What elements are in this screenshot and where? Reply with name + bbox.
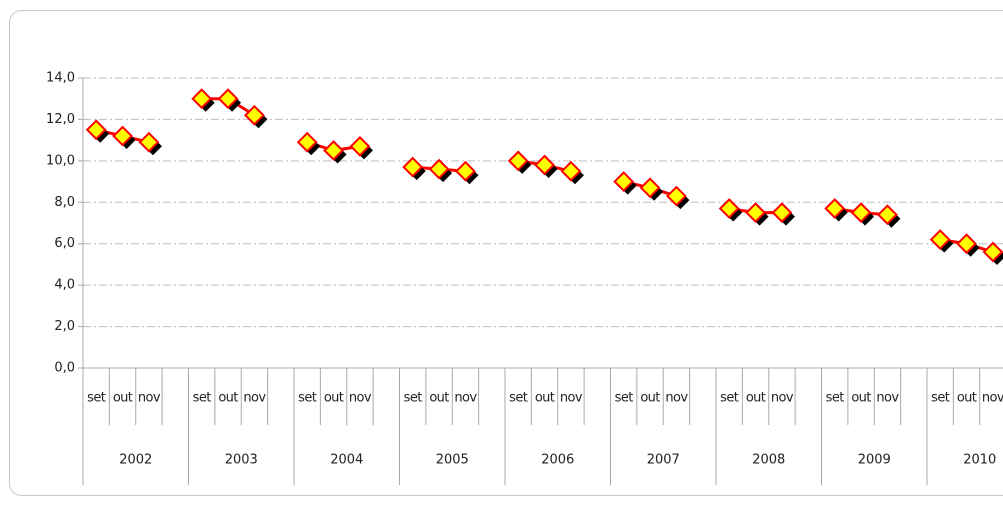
x-tick-label: nov [876, 391, 899, 406]
x-tick-label: nov [771, 391, 794, 406]
marker [745, 202, 766, 224]
x-tick-label: set [509, 391, 528, 406]
marker [402, 156, 424, 178]
marker [217, 88, 239, 110]
marker [138, 131, 160, 153]
marker [507, 150, 529, 172]
x-tick-label: nov [560, 391, 583, 406]
x-tick-label: out [851, 391, 871, 406]
marker [613, 171, 635, 192]
x-tick-label: out [957, 391, 977, 406]
marker [639, 177, 661, 199]
group-label: 2006 [541, 453, 574, 468]
x-tick-label: nov [454, 391, 477, 406]
y-tick-label: 0,0 [54, 361, 75, 376]
x-tick-label: nov [243, 391, 266, 406]
marker [296, 131, 318, 153]
marker [428, 158, 450, 180]
marker [850, 202, 872, 224]
x-tick-label: nov [665, 391, 688, 406]
x-tick-label: out [324, 391, 344, 406]
marker [560, 160, 582, 182]
x-tick-label: set [720, 391, 739, 406]
x-tick-label: set [615, 391, 634, 406]
x-tick-label: set [193, 391, 212, 406]
chart-frame [9, 10, 1003, 496]
x-tick-label: out [113, 391, 133, 406]
group-label: 2009 [858, 453, 891, 468]
group-label: 2007 [647, 453, 680, 468]
marker [666, 185, 687, 207]
marker [824, 198, 846, 219]
group-label: 2002 [119, 453, 152, 468]
y-tick-label: 6,0 [54, 236, 75, 251]
x-tick-label: set [298, 391, 317, 406]
marker [534, 154, 555, 176]
x-tick-label: out [429, 391, 449, 406]
marker [929, 229, 951, 250]
marker [718, 198, 740, 219]
x-tick-label: nov [982, 391, 1003, 406]
x-tick-label: set [87, 391, 106, 406]
y-tick-label: 2,0 [54, 319, 75, 334]
group-label: 2003 [225, 453, 258, 468]
group-label: 2005 [436, 453, 469, 468]
x-tick-label: set [404, 391, 423, 406]
x-tick-label: out [218, 391, 238, 406]
x-tick-label: set [931, 391, 950, 406]
marker [85, 119, 107, 141]
marker [323, 140, 344, 161]
group-label: 2010 [963, 453, 996, 468]
y-tick-label: 12,0 [46, 112, 75, 127]
x-tick-label: out [535, 391, 555, 406]
marker [956, 233, 977, 255]
x-tick-label: set [826, 391, 845, 406]
x-tick-label: out [746, 391, 766, 406]
marker [455, 160, 476, 182]
y-tick-label: 14,0 [46, 71, 75, 86]
marker [771, 202, 793, 224]
marker [982, 241, 1003, 263]
marker [877, 204, 898, 226]
x-tick-label: nov [349, 391, 372, 406]
marker [349, 135, 371, 157]
group-label: 2008 [752, 453, 785, 468]
marker [244, 104, 265, 126]
y-tick-label: 8,0 [54, 195, 75, 210]
x-tick-label: nov [138, 391, 161, 406]
y-tick-label: 4,0 [54, 278, 75, 293]
y-tick-label: 10,0 [46, 153, 75, 168]
marker [112, 125, 133, 147]
x-tick-label: out [640, 391, 660, 406]
marker [191, 88, 213, 110]
group-label: 2004 [330, 453, 363, 468]
